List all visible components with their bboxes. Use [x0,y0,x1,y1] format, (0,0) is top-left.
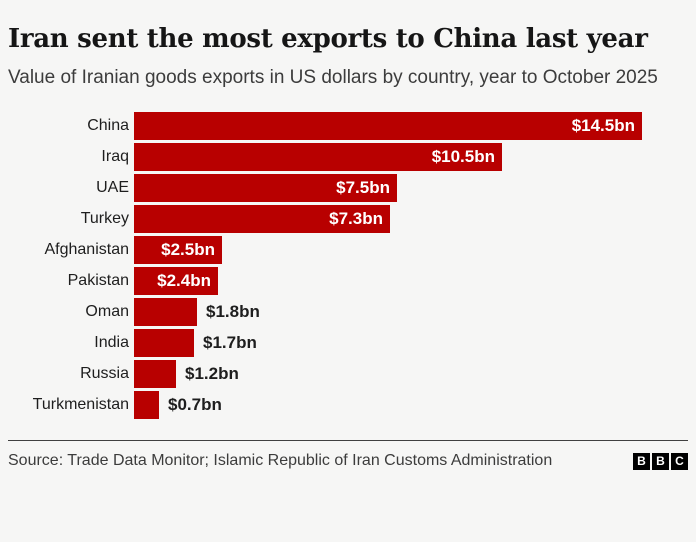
bar-row: Iraq $10.5bn [8,143,688,171]
value-label: $1.2bn [185,364,239,383]
bar-row: Turkey $7.3bn [8,205,688,233]
source-text: Source: Trade Data Monitor; Islamic Repu… [8,452,553,469]
country-label: Afghanistan [44,241,129,258]
country-label: UAE [96,179,129,196]
country-label: Iraq [101,148,129,165]
value-label: $7.5bn [336,178,390,197]
bar: $2.4bn [134,267,218,295]
value-label: $0.7bn [168,395,222,414]
bar [134,329,194,357]
chart-subtitle: Value of Iranian goods exports in US dol… [8,67,658,88]
bar: $2.5bn [134,236,222,264]
value-label: $2.5bn [161,240,215,259]
bar: $14.5bn [134,112,642,140]
bar: $7.5bn [134,174,397,202]
bar-row: Oman $1.8bn [8,298,688,326]
country-label: Pakistan [67,272,129,289]
bar [134,391,159,419]
bar-chart: China $14.5bn Iraq $10.5bn UAE $7.5bn Turkey $7… [8,112,688,419]
bbc-logo-block: B [652,452,669,470]
value-label: $10.5bn [431,147,495,166]
bar-row: Afghanistan $2.5bn [8,236,688,264]
bar-row: Turkmenistan $0.7bn [8,391,688,419]
chart-title: Iran sent the most exports to China last… [8,24,648,54]
footer-divider [8,440,688,441]
value-label: $2.4bn [157,271,211,290]
value-label: $14.5bn [571,116,635,135]
bar: $10.5bn [134,143,502,171]
bar-row: Russia $1.2bn [8,360,688,388]
bar-row: China $14.5bn [8,112,688,140]
country-label: Russia [80,365,129,382]
bbc-logo-block: C [671,452,688,470]
value-label: $1.7bn [203,333,257,352]
bar-row: UAE $7.5bn [8,174,688,202]
bar [134,298,197,326]
value-label: $1.8bn [206,302,260,321]
bar [134,360,176,388]
bar: $7.3bn [134,205,390,233]
country-label: Turkey [80,210,129,227]
value-label: $7.3bn [329,209,383,228]
country-label: India [94,334,129,351]
bar-row: India $1.7bn [8,329,688,357]
bar-row: Pakistan $2.4bn [8,267,688,295]
country-label: China [87,117,129,134]
country-label: Turkmenistan [32,396,129,413]
footer: Source: Trade Data Monitor; Islamic Repu… [8,452,688,470]
bbc-logo-block: B [633,452,650,470]
country-label: Oman [85,303,129,320]
